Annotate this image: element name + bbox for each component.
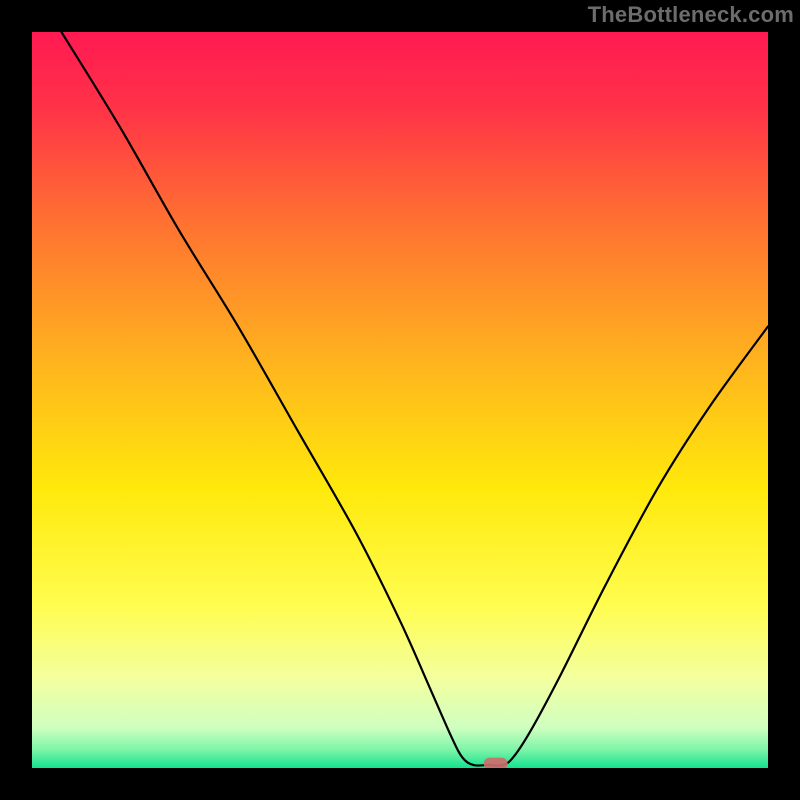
- chart-container: TheBottleneck.com: [0, 0, 800, 800]
- plot-area: [32, 32, 768, 768]
- watermark-text: TheBottleneck.com: [588, 2, 794, 28]
- bottleneck-curve: [32, 32, 768, 768]
- curve-path: [61, 32, 768, 766]
- minimum-marker: [484, 758, 508, 768]
